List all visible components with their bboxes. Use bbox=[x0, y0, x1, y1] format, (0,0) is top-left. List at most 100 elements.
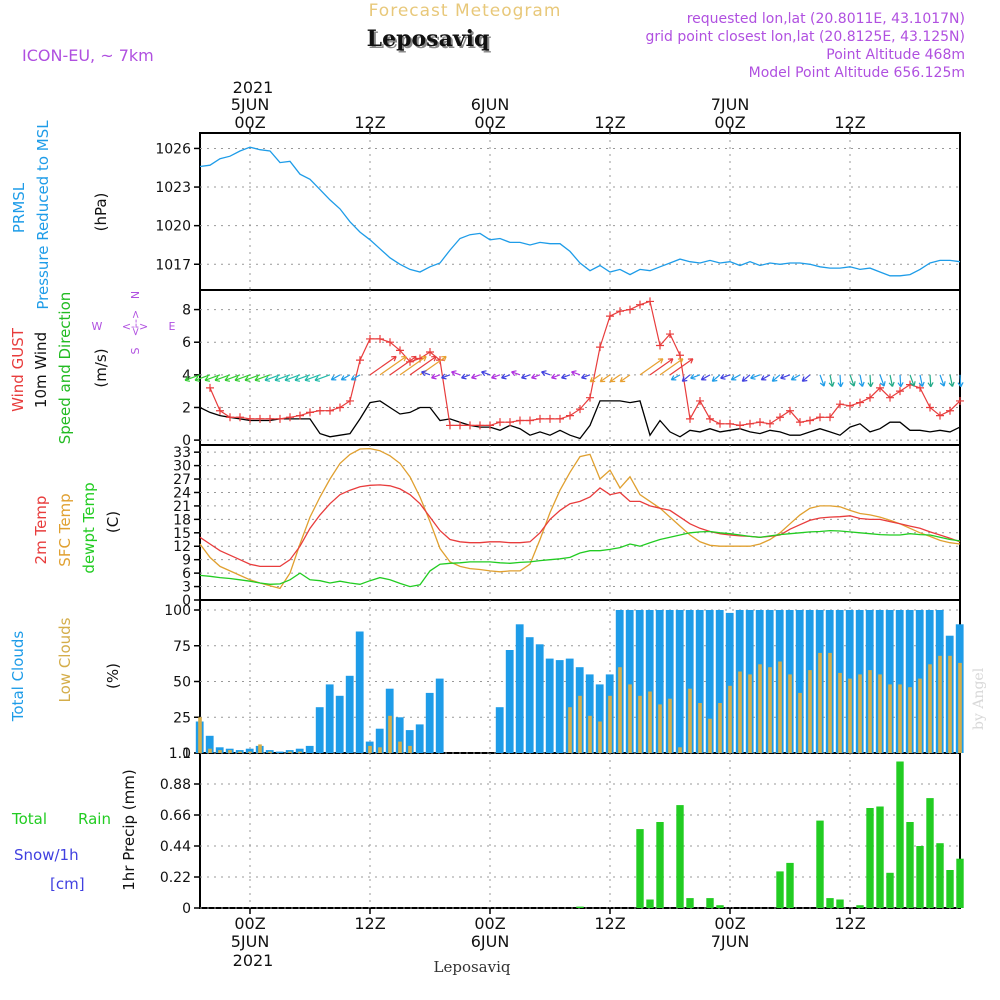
gust-marker bbox=[836, 400, 844, 409]
wind-panel: 0 2 4 6 8 bbox=[182, 289, 961, 449]
low-cloud-bar bbox=[928, 664, 932, 753]
total-cloud-bar bbox=[375, 728, 384, 753]
precip-ytick-label: 0 bbox=[182, 901, 191, 917]
pressure-label-1: PRMSL bbox=[10, 182, 28, 233]
wind-ytick-label: 0 bbox=[182, 433, 191, 449]
gust-marker bbox=[516, 416, 524, 425]
total-cloud-bar bbox=[415, 724, 424, 753]
total-cloud-bar bbox=[325, 684, 334, 753]
wind-arrow bbox=[918, 374, 925, 388]
wind-arrow bbox=[690, 374, 701, 380]
total-cloud-bar bbox=[285, 750, 294, 753]
low-cloud-bar bbox=[598, 721, 602, 753]
precip-cm-label: [cm] bbox=[50, 875, 85, 893]
compass-n: N bbox=[129, 291, 142, 299]
wind-arrow bbox=[639, 358, 664, 376]
low-cloud-bar bbox=[958, 662, 962, 753]
total-cloud-bar bbox=[335, 695, 344, 753]
wind-arrow bbox=[750, 374, 761, 380]
pressure-unit: (hPa) bbox=[92, 193, 110, 232]
gust-marker bbox=[386, 338, 394, 347]
wind-arrow bbox=[184, 374, 201, 382]
rain-bar bbox=[856, 905, 864, 908]
low-cloud-bar bbox=[938, 655, 942, 753]
low-cloud-bar bbox=[268, 751, 272, 753]
wind-arrow bbox=[619, 374, 631, 383]
total-cloud-bar bbox=[345, 675, 354, 753]
total-cloud-bar bbox=[505, 650, 514, 753]
total-cloud-bar bbox=[305, 745, 314, 753]
low-cloud-bar bbox=[948, 655, 952, 753]
low-cloud-bar bbox=[828, 652, 832, 753]
total-cloud-bar bbox=[235, 750, 244, 753]
temp-ytick-label: 33 bbox=[173, 445, 191, 461]
gust-marker bbox=[446, 421, 454, 430]
precip-ytick-label: 0.44 bbox=[160, 839, 191, 855]
compass-v: <--> bbox=[129, 310, 142, 336]
gust-marker bbox=[796, 418, 804, 427]
cloud-labels: Total Clouds Low Clouds (%) bbox=[9, 617, 122, 722]
gust-marker bbox=[956, 396, 964, 405]
gust-marker bbox=[766, 419, 774, 428]
total-cloud-bar bbox=[645, 610, 654, 753]
total-cloud-bar bbox=[395, 717, 404, 753]
low-cloud-bar bbox=[738, 671, 742, 753]
total-cloud-bar bbox=[355, 631, 364, 753]
time-label-bottom: 00Z bbox=[714, 914, 745, 933]
gust-marker bbox=[826, 413, 834, 422]
wind-arrow bbox=[389, 355, 417, 376]
gust-marker bbox=[396, 346, 404, 355]
total-cloud-bar bbox=[665, 610, 674, 753]
pressure-ytick-label: 1023 bbox=[155, 180, 191, 196]
low-cloud-bar bbox=[678, 747, 682, 753]
wind-arrow bbox=[274, 374, 291, 382]
precip-panel: 0 0.22 0.44 0.66 0.88 1.1 bbox=[160, 746, 961, 917]
location-title-front: Leposaviq bbox=[367, 26, 490, 52]
gust-marker bbox=[656, 341, 664, 350]
wind-unit: (m/s) bbox=[92, 348, 110, 387]
plot-area: 1017102010231026024680369121518212427303… bbox=[155, 95, 964, 951]
wind-arrow bbox=[939, 374, 946, 387]
pressure-frame bbox=[199, 132, 961, 291]
wind-ytick-label: 6 bbox=[182, 335, 191, 351]
bottom-year: 2021 bbox=[233, 951, 274, 970]
gust-marker bbox=[916, 383, 924, 392]
rain-bar bbox=[896, 761, 904, 908]
temp-ytick-label: 15 bbox=[173, 526, 191, 542]
time-label-bottom: 12Z bbox=[594, 914, 625, 933]
low-cloud-bar bbox=[838, 672, 842, 753]
low-cloud-bar bbox=[198, 717, 202, 753]
requested-coords: requested lon,lat (20.8011E, 43.1017N) bbox=[687, 11, 965, 27]
gust-marker bbox=[846, 401, 854, 410]
gust-marker bbox=[346, 396, 354, 405]
clouds-ytick-label: 100 bbox=[164, 603, 191, 619]
low-cloud-bar bbox=[408, 745, 412, 753]
total-cloud-bar bbox=[795, 610, 804, 753]
temp-ytick-label: 0 bbox=[182, 593, 191, 609]
rain-bar bbox=[836, 899, 844, 908]
gust-marker bbox=[856, 398, 864, 407]
gust-marker bbox=[626, 305, 634, 314]
gust-marker bbox=[496, 418, 504, 427]
wind-ytick-label: 8 bbox=[182, 303, 191, 319]
gust-marker bbox=[286, 413, 294, 422]
temp-ytick-label: 27 bbox=[173, 472, 191, 488]
low-cloud-bar bbox=[698, 703, 702, 753]
compass-w: W bbox=[92, 320, 103, 333]
gust-marker bbox=[666, 330, 674, 339]
gust-marker bbox=[576, 405, 584, 414]
gust-marker bbox=[896, 387, 904, 396]
gust-marker bbox=[726, 419, 734, 428]
gust-marker bbox=[336, 403, 344, 412]
clouds-ytick-label: 25 bbox=[173, 710, 191, 726]
gust-marker bbox=[306, 408, 314, 417]
gust-marker bbox=[366, 334, 374, 343]
wind-arrow bbox=[441, 373, 451, 380]
gust-marker bbox=[526, 416, 534, 425]
wind-arrow bbox=[909, 374, 916, 387]
gust-marker bbox=[226, 413, 234, 422]
wind-frame bbox=[199, 289, 961, 446]
total-cloud-bar bbox=[705, 610, 714, 753]
gust-marker bbox=[566, 411, 574, 420]
